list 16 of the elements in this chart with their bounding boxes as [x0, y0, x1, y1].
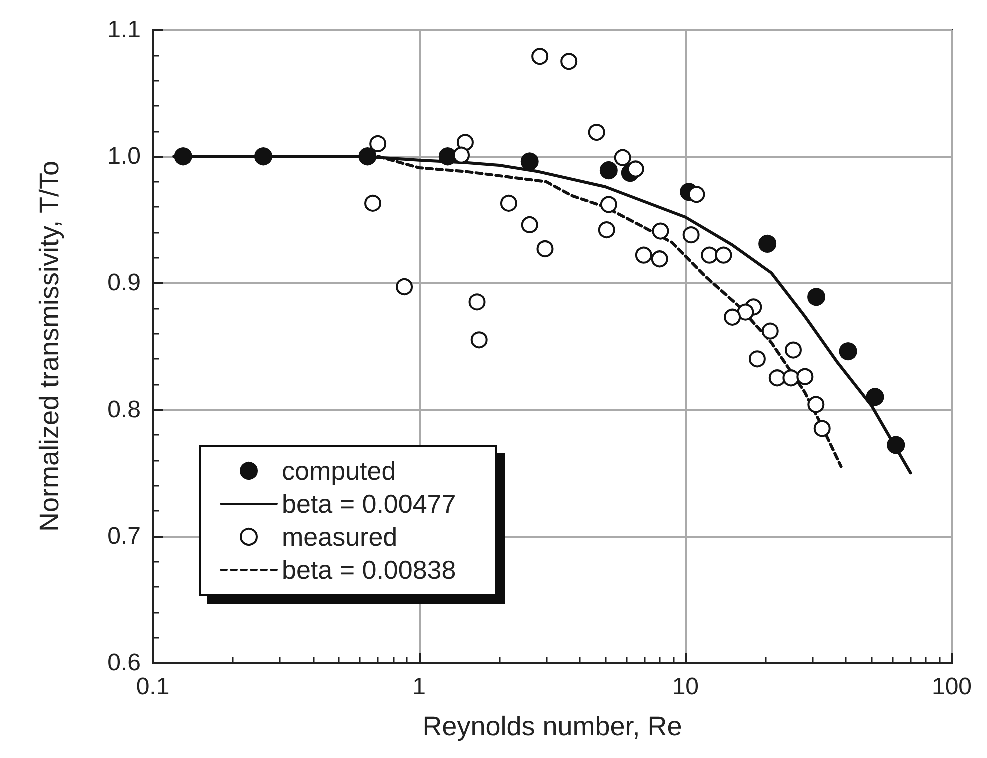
x-tick-label: 100 — [932, 674, 972, 700]
y-tick-label: 0.9 — [108, 270, 141, 297]
legend-label: measured — [282, 522, 398, 552]
x-tick-label: 1 — [412, 674, 426, 700]
y-tick-label: 1.0 — [108, 143, 141, 170]
x-axis-title: Reynolds number, Re — [422, 712, 682, 742]
y-tick-label: 0.7 — [108, 522, 141, 550]
legend-label: beta = 0.00477 — [282, 489, 456, 519]
y-tick-label: 1.1 — [108, 16, 141, 44]
legend-label: beta = 0.00838 — [282, 555, 456, 585]
x-tick-label: 0.1 — [136, 674, 170, 700]
y-axis-title: Normalized transmissivity, T/To — [34, 160, 64, 532]
y-tick-label: 0.6 — [108, 650, 141, 676]
x-tick-label: 10 — [672, 674, 700, 700]
y-tick-label: 0.8 — [108, 396, 141, 424]
legend-label: computed — [282, 456, 396, 486]
